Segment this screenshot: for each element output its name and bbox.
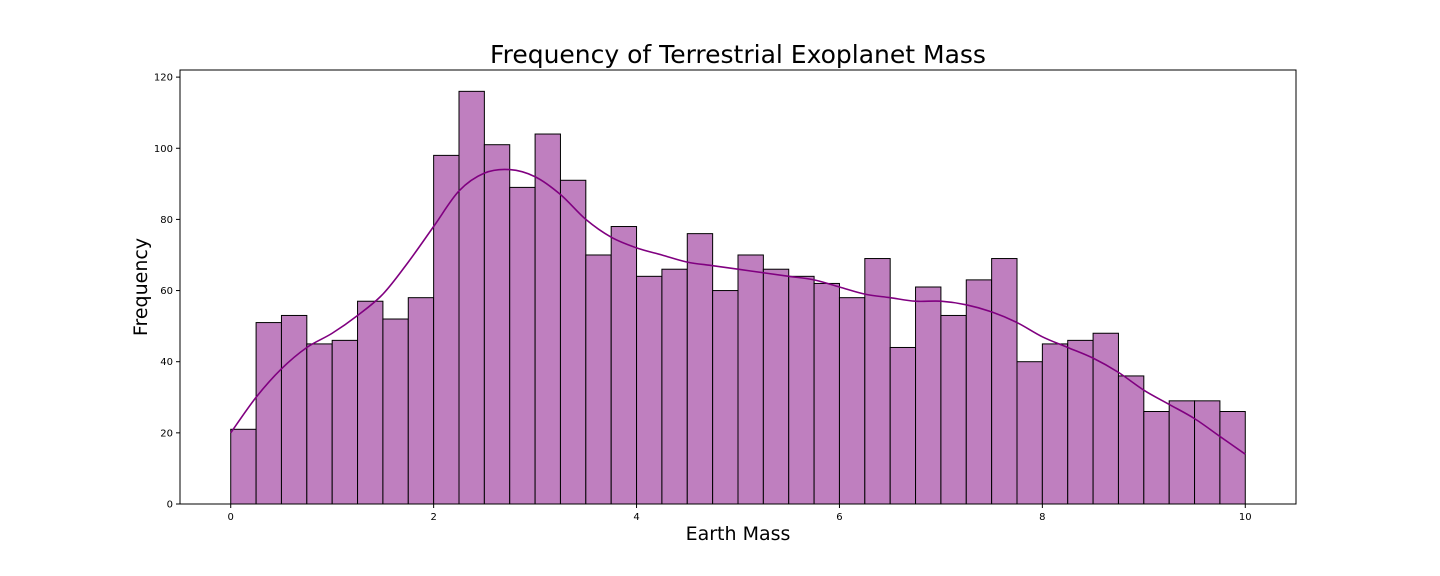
histogram-bar xyxy=(1117,375,1145,505)
histogram-bar xyxy=(610,226,638,505)
x-tick-label: 2 xyxy=(430,512,436,523)
histogram-bar xyxy=(458,90,485,505)
x-axis-label: Earth Mass xyxy=(686,523,791,545)
y-tick-label: 120 xyxy=(154,73,173,84)
kde-line xyxy=(230,168,1246,455)
histogram-bar xyxy=(661,268,688,505)
histogram-bar xyxy=(965,279,993,505)
histogram-bar xyxy=(737,254,764,505)
histogram-bar xyxy=(788,275,815,505)
y-tick-label: 20 xyxy=(160,428,173,439)
histogram-bar xyxy=(762,268,790,505)
histogram-bar xyxy=(915,286,942,505)
histogram-bar xyxy=(712,290,739,505)
histogram-bar xyxy=(559,179,587,505)
histogram-bar xyxy=(889,346,917,505)
histogram-bar xyxy=(306,343,333,505)
x-tick-label: 6 xyxy=(836,512,842,523)
histogram-bar xyxy=(1041,343,1069,505)
histogram-bar xyxy=(433,154,460,505)
histogram-bar xyxy=(864,258,891,505)
y-tick-label: 100 xyxy=(154,144,173,155)
histogram-bar xyxy=(585,254,612,505)
histogram-bar xyxy=(1067,339,1094,505)
y-tick-label: 0 xyxy=(167,500,173,511)
y-axis-label: Frequency xyxy=(130,238,152,336)
histogram-bar xyxy=(255,322,282,505)
histogram-bar xyxy=(509,186,536,505)
x-tick-label: 4 xyxy=(633,512,639,523)
histogram-bar xyxy=(407,297,435,505)
histogram-bar xyxy=(838,297,866,505)
x-tick-label: 0 xyxy=(228,512,234,523)
histogram-bar xyxy=(534,133,561,505)
bars-group xyxy=(230,90,1246,505)
histogram-bar xyxy=(483,144,511,505)
histogram-bar xyxy=(331,339,359,505)
histogram-bar xyxy=(1092,332,1119,505)
histogram-bar xyxy=(1219,411,1246,505)
y-axis-ticks: 0 20 40 60 80 100 120 xyxy=(154,73,180,511)
histogram-bar xyxy=(230,428,257,505)
histogram-bar xyxy=(686,233,714,505)
chart-title: Frequency of Terrestrial Exoplanet Mass xyxy=(490,40,986,69)
y-tick-label: 40 xyxy=(160,357,173,368)
x-tick-label: 10 xyxy=(1239,512,1252,523)
histogram-bar xyxy=(357,300,384,505)
histogram-bar xyxy=(382,318,409,505)
histogram-bar xyxy=(813,282,840,505)
x-axis-ticks: 0 2 4 6 8 10 xyxy=(228,504,1252,523)
y-tick-label: 60 xyxy=(160,286,173,297)
histogram-bar xyxy=(1016,361,1043,505)
histogram-bar xyxy=(940,314,967,505)
plot-frame xyxy=(179,69,1297,505)
histogram-bar xyxy=(991,258,1018,505)
histogram-bar xyxy=(1194,400,1221,505)
y-tick-label: 80 xyxy=(160,215,173,226)
histogram-bar xyxy=(636,275,663,505)
histogram-bar xyxy=(280,314,308,505)
histogram-bar xyxy=(1143,411,1170,505)
x-tick-label: 8 xyxy=(1039,512,1045,523)
